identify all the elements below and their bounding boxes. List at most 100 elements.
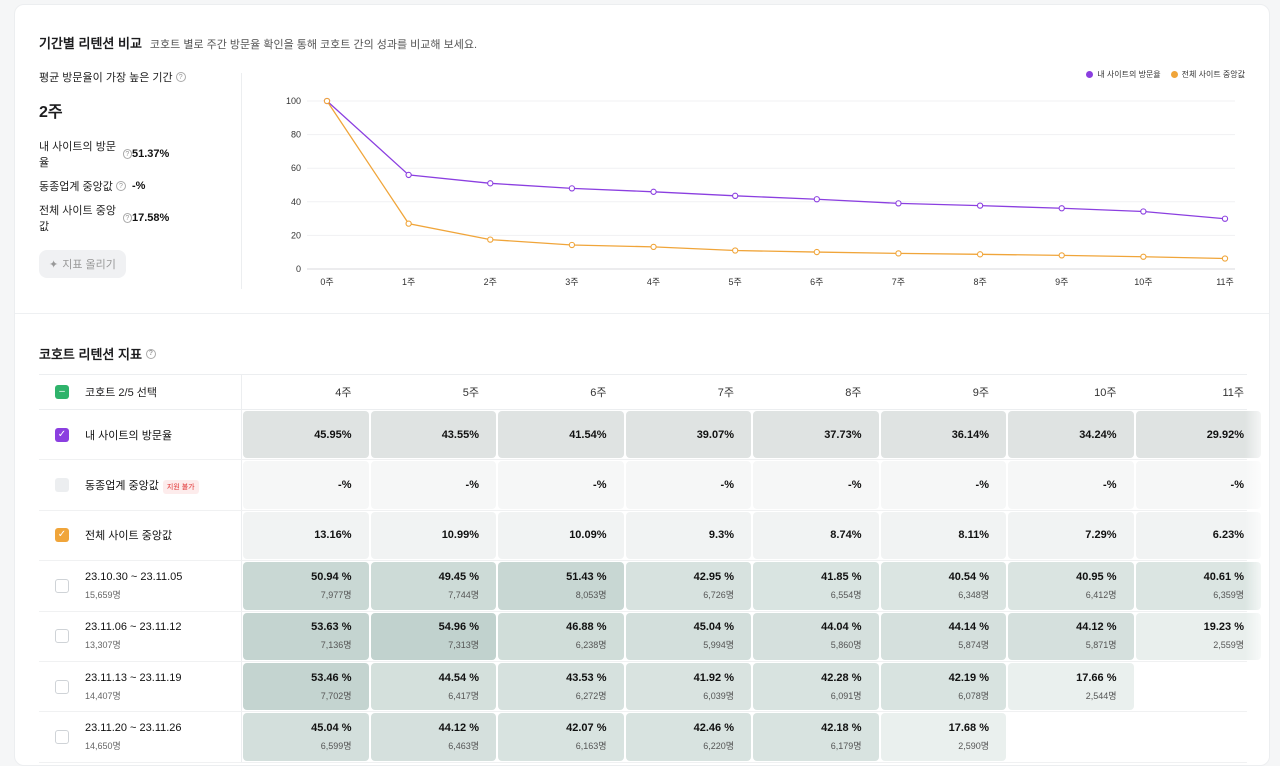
series-0-point xyxy=(813,196,820,203)
help-icon[interactable]: ? xyxy=(115,181,126,191)
cohort-size: 14,650명 xyxy=(85,741,121,752)
cohort-size: 13,307명 xyxy=(85,640,121,651)
cell-percent: 10.09% xyxy=(569,529,607,542)
column-header: 8주 xyxy=(845,387,862,399)
row-checkbox[interactable] xyxy=(55,629,69,644)
table-header-row: – 코호트 2/5 선택 4주 5주 6주 7주 8주 9주 10주 11주 xyxy=(39,374,1247,410)
cell-count: 6,554명 xyxy=(830,589,862,600)
row-checkbox[interactable] xyxy=(55,679,69,694)
metric-cell: 37.73% xyxy=(753,411,879,459)
x-tick-label: 1주 xyxy=(402,277,415,287)
series-line-1 xyxy=(326,100,1226,260)
cell-percent: 17.68 % xyxy=(948,722,989,735)
column-header: 7주 xyxy=(717,387,734,399)
row-label-wrap: 내 사이트의 방문율 xyxy=(85,427,172,443)
cell-percent: 42.07 % xyxy=(566,722,607,735)
row-label-cell: ✓ 내 사이트의 방문율 xyxy=(39,410,242,460)
row-checkbox[interactable] xyxy=(55,730,69,745)
series-0-point xyxy=(1221,215,1229,222)
legend-item-my-site[interactable]: 내 사이트의 방문율 xyxy=(1086,69,1161,80)
cohort-cell: 42.19 % 6,078명 xyxy=(880,662,1006,711)
cell-count: 6,220명 xyxy=(703,741,734,752)
series-1-point xyxy=(813,248,820,256)
column-header: 5주 xyxy=(462,387,479,399)
cohort-cell: 41.92 % 6,039명 xyxy=(625,662,751,711)
select-all-checkbox[interactable]: – xyxy=(55,385,69,399)
cohort-date-range: 23.10.30 ~ 23.11.05 xyxy=(85,570,183,583)
retention-line-chart: 0 20 40 60 80 100 0주 1주 2주 3주 4주 5주 6주 7주 8주 9주 10주 11주 xyxy=(286,96,1235,287)
cell-percent: 46.88 % xyxy=(566,621,607,634)
x-tick-label: 8주 xyxy=(973,277,986,287)
series-0-point xyxy=(1140,208,1147,215)
cohort-size: 15,659명 xyxy=(85,589,121,600)
x-tick-label: 0주 xyxy=(320,277,333,287)
metric-cell: 43.55% xyxy=(370,411,496,459)
legend-item-all-sites[interactable]: 전체 사이트 중앙값 xyxy=(1170,69,1245,80)
cohort-cell: 40.95 % 6,412명 xyxy=(1008,562,1134,610)
cohort-cell: 40.61 % 6,359명 xyxy=(1135,562,1261,610)
help-icon[interactable]: ? xyxy=(145,348,156,359)
series-1-point xyxy=(568,241,576,249)
help-icon[interactable]: ? xyxy=(122,149,132,159)
series-1-point xyxy=(1221,255,1229,262)
cell-percent: 53.63 % xyxy=(311,621,352,634)
cohort-label-wrap: 23.11.06 ~ 23.11.12 13,307명 xyxy=(85,621,182,651)
row-label-cell: 23.11.20 ~ 23.11.26 14,650명 xyxy=(39,712,242,762)
pin-metric-label: 지표 올리기 xyxy=(62,259,116,271)
metric-row: ✓ 전체 사이트 중앙값 13.16% 10.99% 10.09% 9.3% 8.74% 8.… xyxy=(39,510,1261,562)
column-header: 11주 xyxy=(1222,387,1244,399)
cohort-cell: 17.68 % 2,590명 xyxy=(880,713,1006,761)
cell-percent: -% xyxy=(1103,479,1117,492)
series-0-point xyxy=(732,192,739,199)
cell-percent: 44.54 % xyxy=(438,671,479,684)
cell-percent: 45.95% xyxy=(314,428,352,441)
metric-cell: -% xyxy=(880,461,1006,509)
cohort-cell: 54.96 % 7,313명 xyxy=(370,612,496,660)
metric-cell: -% xyxy=(370,461,496,509)
legend-swatch-orange xyxy=(1170,71,1178,78)
legend-swatch-purple xyxy=(1086,71,1094,78)
cohort-cell: 44.54 % 6,417명 xyxy=(370,662,496,711)
cell-percent: 41.85 % xyxy=(821,570,862,583)
cell-percent: 45.04 % xyxy=(693,621,734,634)
row-label-cell: 23.10.30 ~ 23.11.05 15,659명 xyxy=(39,561,242,611)
cell-percent: 37.73% xyxy=(824,428,862,441)
x-tick-label: 2주 xyxy=(484,277,497,287)
cell-percent: 44.14 % xyxy=(948,621,989,634)
chart-legend: 내 사이트의 방문율 전체 사이트 중앙값 xyxy=(1086,69,1245,80)
retention-card: 기간별 리텐션 비교 코호트 별로 주간 방문율 확인을 통해 코호트 간의 성… xyxy=(14,4,1270,766)
row-label: 전체 사이트 중앙값 xyxy=(85,530,173,543)
row-checkbox[interactable] xyxy=(55,578,69,593)
row-checkbox[interactable]: ✓ xyxy=(55,427,69,442)
help-icon[interactable]: ? xyxy=(175,72,186,82)
cell-count: 7,744명 xyxy=(448,589,479,600)
cohort-cell: 42.95 % 6,726명 xyxy=(625,562,751,610)
metric-cell: 13.16% xyxy=(243,511,369,560)
series-1-point xyxy=(895,250,902,257)
pin-metric-button[interactable]: ✦ 지표 올리기 xyxy=(39,250,126,278)
cell-count: 6,359명 xyxy=(1213,589,1244,600)
row-checkbox[interactable]: ✓ xyxy=(55,528,69,543)
cell-percent: 41.92 % xyxy=(693,671,734,684)
x-tick-label: 10주 xyxy=(1134,277,1152,287)
cohort-label-wrap: 23.10.30 ~ 23.11.05 15,659명 xyxy=(85,571,182,601)
stat-row-my-site: 내 사이트의 방문율? 51.37% xyxy=(39,138,239,170)
cell-percent: 29.92% xyxy=(1206,428,1244,441)
cell-count: 6,348명 xyxy=(958,589,989,600)
section-subtitle: 코호트 별로 주간 방문율 확인을 통해 코호트 간의 성과를 비교해 보세요. xyxy=(149,39,478,51)
cohort-cell: 45.04 % 6,599명 xyxy=(243,713,369,761)
y-tick-label: 40 xyxy=(291,197,301,207)
summary-stats: 평균 방문율이 가장 높은 기간 ? 2주 내 사이트의 방문율? 51.37%… xyxy=(39,69,239,278)
series-1-point xyxy=(976,251,984,258)
cohort-cell: 42.28 % 6,091명 xyxy=(753,662,879,711)
cohort-cell: 49.45 % 7,744명 xyxy=(370,562,496,610)
metric-cell: 29.92% xyxy=(1135,411,1261,459)
x-tick-label: 7주 xyxy=(892,277,905,287)
cell-count: 2,544명 xyxy=(1085,690,1117,701)
series-0-point xyxy=(487,180,494,187)
cell-count: 7,977명 xyxy=(320,589,352,600)
cohort-cell: 44.12 % 6,463명 xyxy=(370,713,496,761)
cohort-cell: 42.07 % 6,163명 xyxy=(498,713,624,761)
help-icon[interactable]: ? xyxy=(122,213,132,223)
stat-label: 전체 사이트 중앙값 xyxy=(39,205,116,233)
